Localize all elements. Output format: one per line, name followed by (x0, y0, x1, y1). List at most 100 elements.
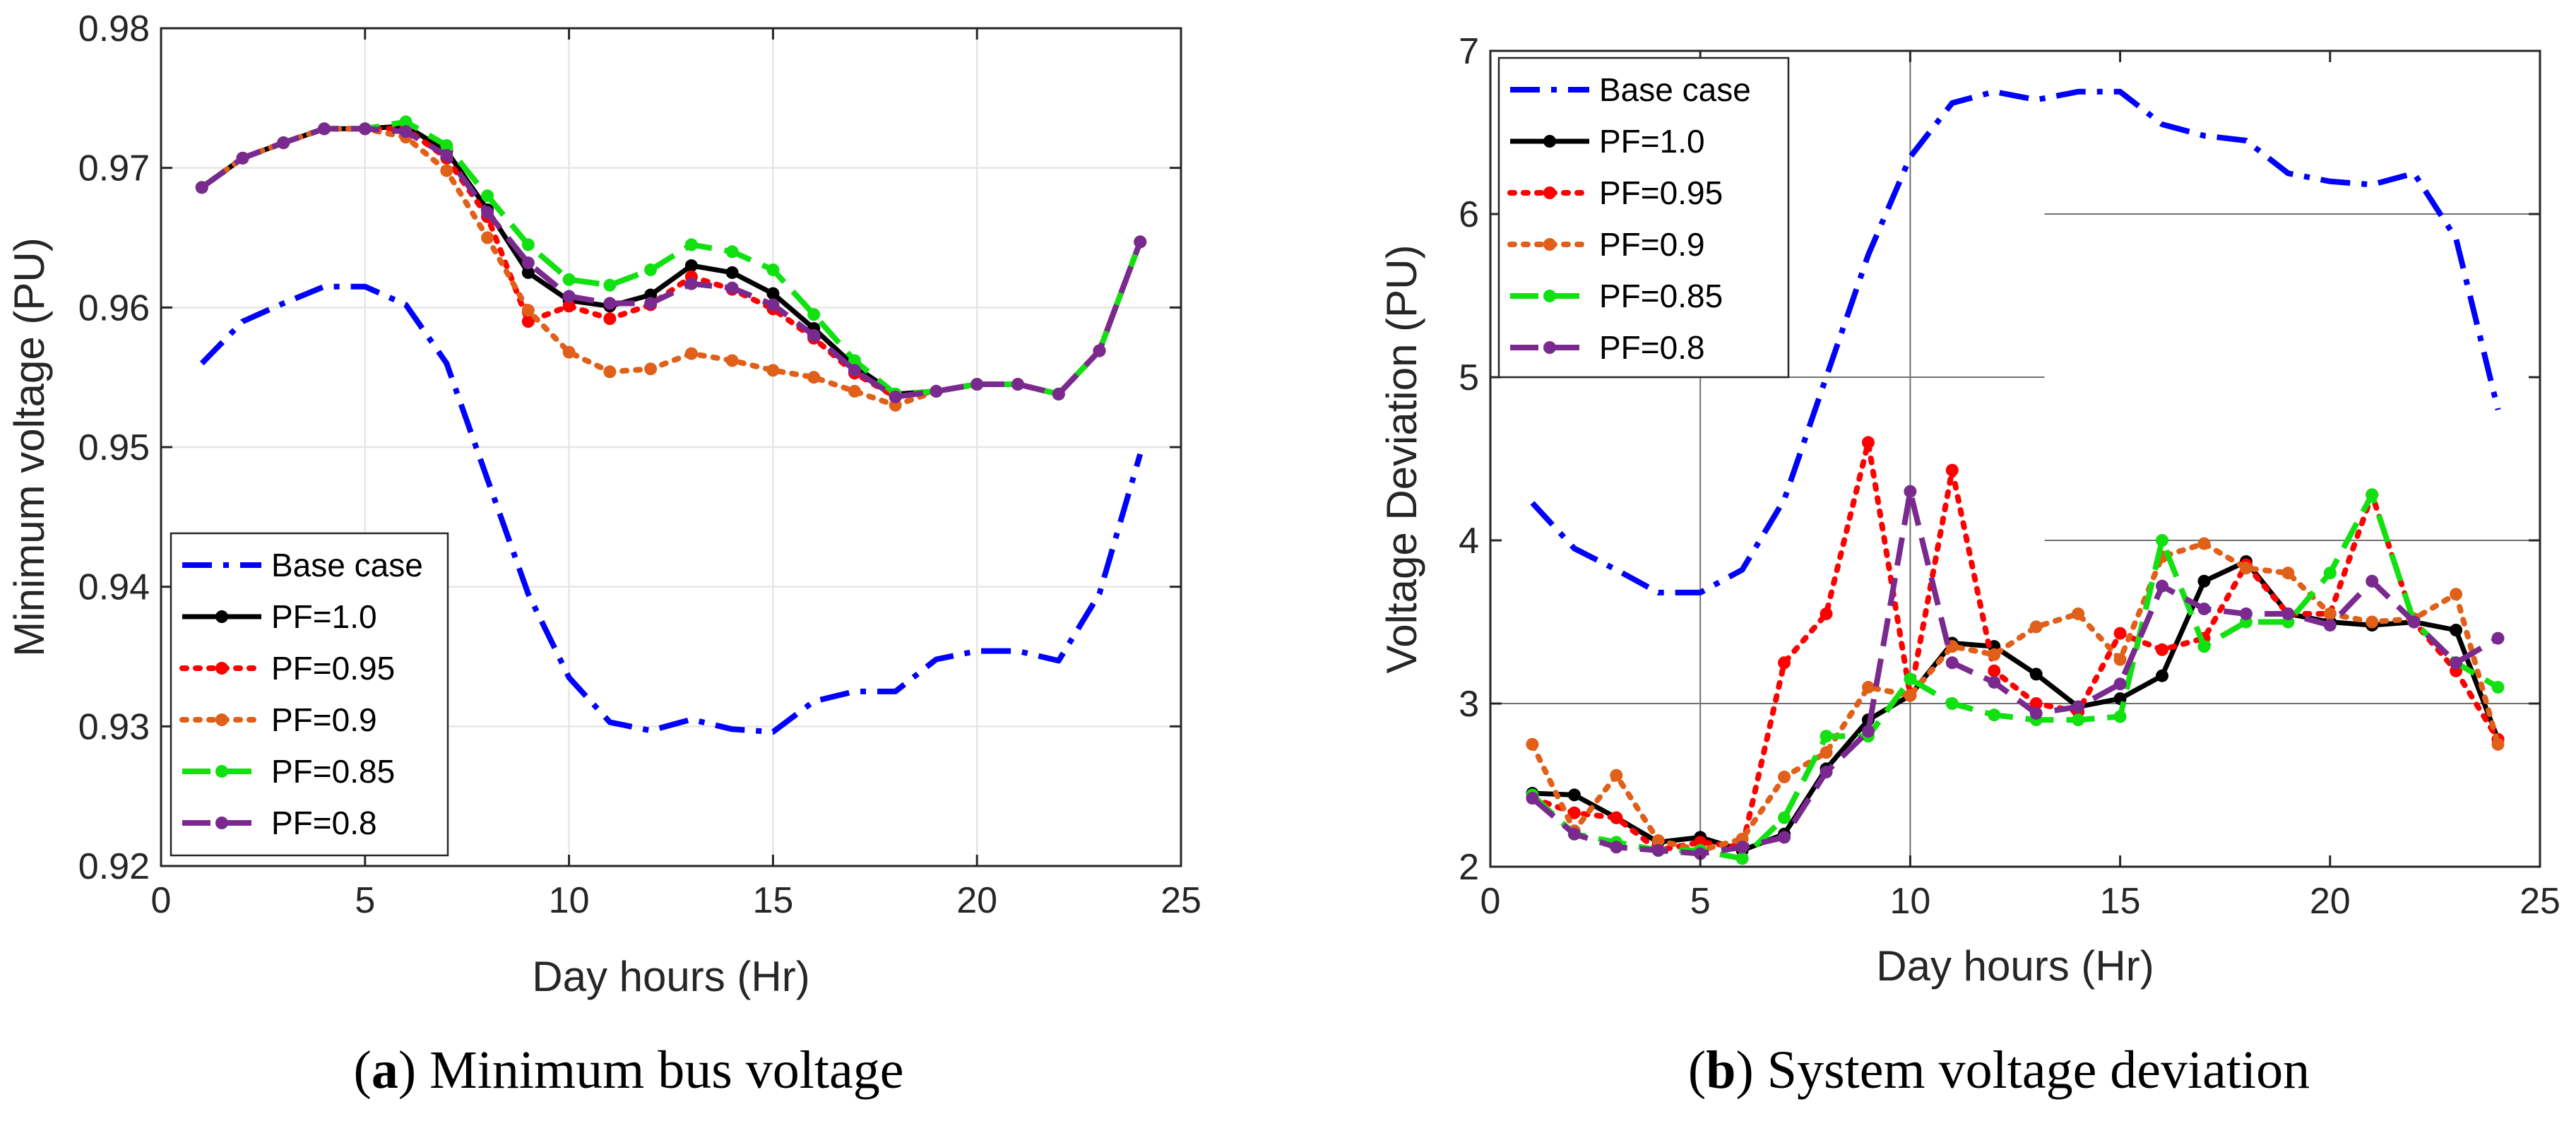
legend-label: Base case (271, 547, 423, 583)
data-point (848, 384, 861, 398)
data-point (2113, 653, 2127, 666)
data-point (2113, 710, 2127, 723)
data-point (603, 278, 617, 292)
data-point (766, 364, 780, 377)
data-point (562, 345, 576, 359)
data-point (766, 263, 780, 276)
data-point (2491, 680, 2505, 694)
data-point (807, 328, 821, 342)
caption-text: System voltage deviation (1767, 1040, 2310, 1100)
legend-entry-pf-0-95: PF=0.95 (1507, 174, 1723, 211)
legend-swatch (1510, 135, 1589, 148)
data-point (2450, 624, 2463, 637)
data-point (2450, 588, 2463, 601)
legend-swatch (1510, 290, 1589, 302)
legend-swatch (1507, 238, 1592, 251)
caption-a: (a) Minimum bus voltage (354, 1040, 904, 1100)
data-point (481, 206, 494, 219)
data-point (1052, 387, 1065, 401)
data-point (277, 136, 290, 150)
series-line (1529, 439, 2501, 853)
legend-marker (1543, 238, 1556, 251)
data-point (1526, 791, 1539, 805)
legend-marker (215, 765, 228, 778)
data-point (1567, 788, 1581, 802)
legend-swatch (179, 713, 264, 726)
legend-marker (215, 817, 228, 829)
legend-marker (215, 610, 228, 623)
data-point (1567, 806, 1581, 819)
series-layer (1526, 88, 2505, 865)
series-line (200, 126, 1143, 400)
data-point (807, 308, 821, 321)
data-point (644, 263, 658, 276)
data-point (318, 122, 331, 136)
data-point (1904, 485, 1917, 498)
data-point (562, 290, 576, 303)
axes-box (1489, 49, 2541, 868)
caption-b: (b) System voltage deviation (1688, 1040, 2310, 1100)
y-tick-label: 7 (1459, 31, 1479, 72)
legend-entry-pf-0-8: PF=0.8 (182, 805, 377, 841)
data-point (1735, 841, 1749, 854)
data-point (562, 273, 576, 286)
legend-box (1497, 57, 1790, 379)
data-point (521, 304, 535, 317)
caption-letter: a (372, 1040, 398, 1100)
data-point (2029, 697, 2043, 710)
data-point (644, 362, 658, 376)
data-point (481, 231, 494, 244)
series-base-case (199, 283, 1144, 735)
data-point (2029, 668, 2043, 681)
data-point (2366, 615, 2379, 629)
data-point (2323, 567, 2337, 580)
data-point (2239, 562, 2252, 575)
y-tick-label: 2 (1459, 847, 1479, 888)
data-point (684, 277, 698, 290)
legend-label: PF=0.85 (271, 753, 395, 790)
legend-label: PF=0.8 (1599, 329, 1705, 366)
data-point (603, 365, 617, 379)
data-point (2281, 567, 2295, 580)
legend-entries: Base case PF=1.0 PF=0.95 PF=0.9 PF=0.85 … (179, 547, 423, 841)
data-point (1778, 770, 1791, 783)
data-point (2491, 631, 2505, 645)
data-point (399, 125, 412, 138)
data-point (1988, 664, 2001, 677)
data-point (725, 266, 739, 279)
y-tick-label: 0.95 (78, 427, 150, 468)
y-axis-label: Voltage Deviation (PU) (1378, 245, 1425, 674)
data-point (2197, 603, 2211, 616)
legend-box (170, 532, 449, 857)
data-point (2156, 669, 2169, 682)
data-point (2323, 619, 2337, 632)
legend-entries: Base case PF=1.0 PF=0.95 PF=0.9 PF=0.85 … (1507, 71, 1751, 366)
ticks: 0 5 10 15 20 25 2 3 4 5 6 7 (1459, 31, 2560, 922)
data-point (684, 259, 698, 273)
legend-label: PF=0.9 (1599, 226, 1705, 263)
data-point (1988, 708, 2001, 722)
legend-label: PF=0.95 (271, 650, 395, 687)
data-point (603, 297, 617, 310)
legend-entry-pf-1-0: PF=1.0 (182, 598, 377, 635)
series-line (1530, 488, 2500, 857)
x-tick-label: 25 (2519, 881, 2560, 922)
x-tick-label: 10 (549, 880, 590, 921)
y-tick-label: 5 (1459, 357, 1479, 398)
data-point (521, 266, 535, 279)
data-point (1651, 834, 1665, 848)
data-point (1861, 436, 1875, 449)
legend-label: Base case (1599, 71, 1751, 108)
data-point (2366, 574, 2379, 588)
data-point (1904, 689, 1917, 702)
data-point (1778, 811, 1791, 824)
data-point (521, 238, 535, 251)
y-tick-label: 0.98 (78, 8, 150, 49)
data-point (930, 384, 943, 398)
data-point (807, 371, 821, 384)
data-point (644, 297, 658, 310)
data-point (2156, 579, 2169, 593)
data-point (195, 181, 208, 194)
legend: Base case PF=1.0 PF=0.95 PF=0.9 PF=0.85 … (170, 532, 449, 857)
legend-label: PF=0.85 (1599, 278, 1723, 314)
